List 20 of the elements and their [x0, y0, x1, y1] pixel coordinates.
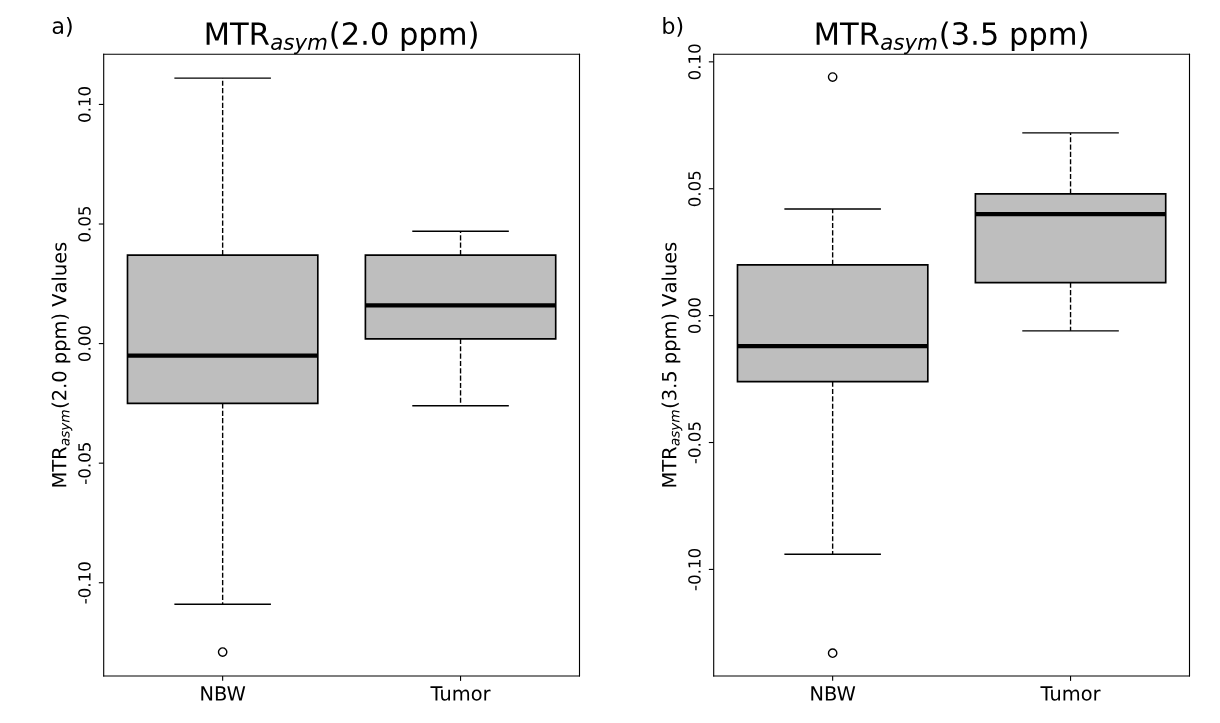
y-tick-label: 0.00 — [688, 298, 701, 334]
chart-title: MTR$_{asym}$(3.5 ppm) — [816, 21, 1087, 55]
x-tick-label: NBW — [201, 686, 246, 701]
y-tick-label: 0.05 — [688, 171, 701, 207]
y-axis-title: MTR$_{asym}$(2.0 ppm) Values — [51, 242, 73, 487]
y-tick-label: -0.10 — [688, 548, 701, 591]
x-tick-label: NBW — [811, 686, 856, 701]
y-tick-label: 0.05 — [78, 206, 91, 242]
y-tick-label: 0.10 — [688, 44, 701, 80]
y-tick-label: 0.00 — [78, 326, 91, 362]
y-tick-label: 0.10 — [78, 87, 91, 122]
x-tick-label: Tumor — [1040, 686, 1101, 701]
y-axis-title: MTR$_{asym}$(3.5 ppm) Values — [661, 242, 683, 487]
text: b) — [663, 16, 683, 37]
chart-title: MTR$_{asym}$(2.0 ppm) — [206, 21, 477, 55]
x-tick-label: Tumor — [430, 686, 491, 701]
y-tick-label: -0.10 — [78, 562, 91, 604]
y-tick-label: -0.05 — [78, 443, 91, 484]
text: a) — [52, 16, 72, 37]
y-tick-label: -0.05 — [688, 422, 701, 464]
